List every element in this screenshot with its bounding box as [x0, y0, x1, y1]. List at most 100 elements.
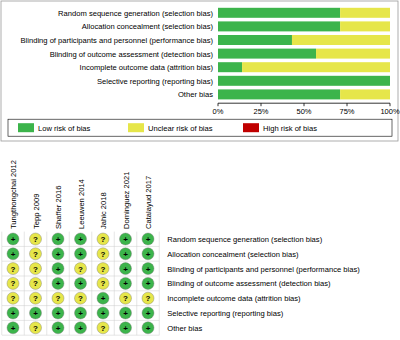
judgement-dot — [142, 292, 154, 304]
judgement-dot — [52, 233, 64, 245]
judgement-symbol: + — [33, 309, 38, 318]
study-label: Dominguez 2021 — [122, 172, 131, 229]
judgement-dot — [75, 307, 87, 319]
bar-segment — [218, 35, 292, 45]
judgement-symbol: ? — [101, 235, 106, 244]
judgement-symbol: ? — [33, 279, 38, 288]
legend-label: High risk of bias — [263, 124, 317, 133]
bar-segment — [218, 49, 316, 59]
judgement-dot — [75, 233, 87, 245]
col-line — [159, 232, 160, 336]
judgement-symbol: ? — [33, 235, 38, 244]
judgement-symbol: ? — [78, 265, 83, 274]
judgement-dot — [7, 233, 19, 245]
judgement-symbol: ? — [11, 279, 16, 288]
x-tick-label: 25% — [253, 107, 268, 116]
judgement-dot — [142, 322, 154, 334]
bar-segment — [218, 89, 340, 99]
col-line — [46, 232, 47, 336]
study-label: Leeuwen 2014 — [77, 179, 86, 229]
judgement-dot — [52, 322, 64, 334]
judgement-symbol: + — [101, 294, 106, 303]
judgement-symbol: + — [56, 324, 61, 333]
judgement-dot — [142, 307, 154, 319]
bar-segment — [340, 21, 390, 31]
domain-label: Incomplete outcome data (attrition bias) — [167, 294, 301, 303]
category-label: Other bias — [178, 90, 213, 99]
legend-label: Low risk of bias — [38, 124, 91, 133]
bar-segment — [242, 62, 390, 72]
judgement-dot — [7, 248, 19, 260]
bar-segment — [340, 89, 390, 99]
row-line — [2, 320, 159, 321]
judgement-symbol: + — [78, 235, 83, 244]
judgement-dot — [97, 292, 109, 304]
judgement-dot — [97, 233, 109, 245]
judgement-symbol: ? — [78, 294, 83, 303]
judgement-symbol: + — [56, 265, 61, 274]
judgement-dot — [52, 292, 64, 304]
judgement-dot — [30, 248, 42, 260]
row-line — [2, 276, 159, 277]
row-line — [2, 290, 159, 291]
x-tick-label: 50% — [296, 107, 311, 116]
category-label: Blinding of outcome assessment (detectio… — [50, 50, 214, 59]
judgement-symbol: + — [146, 235, 151, 244]
category-label: Allocation concealment (selection bias) — [82, 22, 214, 31]
legend-swatch — [18, 123, 34, 132]
bar-segment — [390, 49, 391, 59]
judgement-symbol: + — [146, 309, 151, 318]
judgement-dot — [120, 263, 132, 275]
judgement-dot — [97, 307, 109, 319]
judgement-symbol: + — [11, 309, 16, 318]
judgement-symbol: ? — [33, 265, 38, 274]
judgement-dot — [75, 263, 87, 275]
x-tick-label: 100% — [380, 107, 400, 116]
bar-segment — [292, 35, 390, 45]
judgement-dot — [7, 322, 19, 334]
domain-label: Blinding of outcome assessment (detectio… — [167, 279, 331, 288]
row-line — [2, 305, 159, 306]
col-line — [69, 232, 70, 336]
judgement-dot — [97, 248, 109, 260]
bar-segment — [340, 8, 390, 18]
judgement-dot — [30, 233, 42, 245]
legend-swatch — [128, 123, 144, 132]
category-label: Blinding of participants and personnel (… — [21, 36, 214, 45]
domain-label: Random sequence generation (selection bi… — [167, 235, 322, 244]
bar-segment — [218, 62, 242, 72]
judgement-symbol: + — [146, 265, 151, 274]
x-tick — [347, 103, 348, 106]
x-tick — [218, 103, 219, 106]
judgement-symbol: + — [123, 235, 128, 244]
judgement-dot — [7, 277, 19, 289]
judgement-symbol: + — [146, 324, 151, 333]
x-tick — [390, 103, 391, 106]
judgement-symbol: + — [78, 250, 83, 259]
judgement-dot — [97, 263, 109, 275]
legend-box — [8, 119, 392, 136]
bar-segment — [218, 76, 390, 86]
col-line — [114, 232, 115, 336]
judgement-symbol: + — [123, 309, 128, 318]
category-label: Incomplete outcome data (attrition bias) — [80, 63, 214, 72]
judgement-symbol: + — [146, 250, 151, 259]
judgement-dot — [97, 322, 109, 334]
study-label: Jahic 2018 — [99, 192, 108, 229]
row-line — [2, 246, 159, 247]
judgement-dot — [142, 248, 154, 260]
bar-segment — [218, 21, 340, 31]
study-label: Catalayud 2017 — [144, 176, 153, 229]
judgement-symbol: + — [123, 324, 128, 333]
domain-label: Allocation concealment (selection bias) — [167, 250, 299, 259]
x-tick-label: 75% — [339, 107, 354, 116]
judgement-dot — [142, 263, 154, 275]
judgement-symbol: + — [101, 309, 106, 318]
panel-frame — [1, 1, 398, 141]
judgement-symbol: + — [56, 235, 61, 244]
judgement-dot — [120, 292, 132, 304]
judgement-symbol: + — [78, 279, 83, 288]
judgement-dot — [52, 263, 64, 275]
judgement-dot — [75, 277, 87, 289]
legend-swatch — [243, 123, 259, 132]
